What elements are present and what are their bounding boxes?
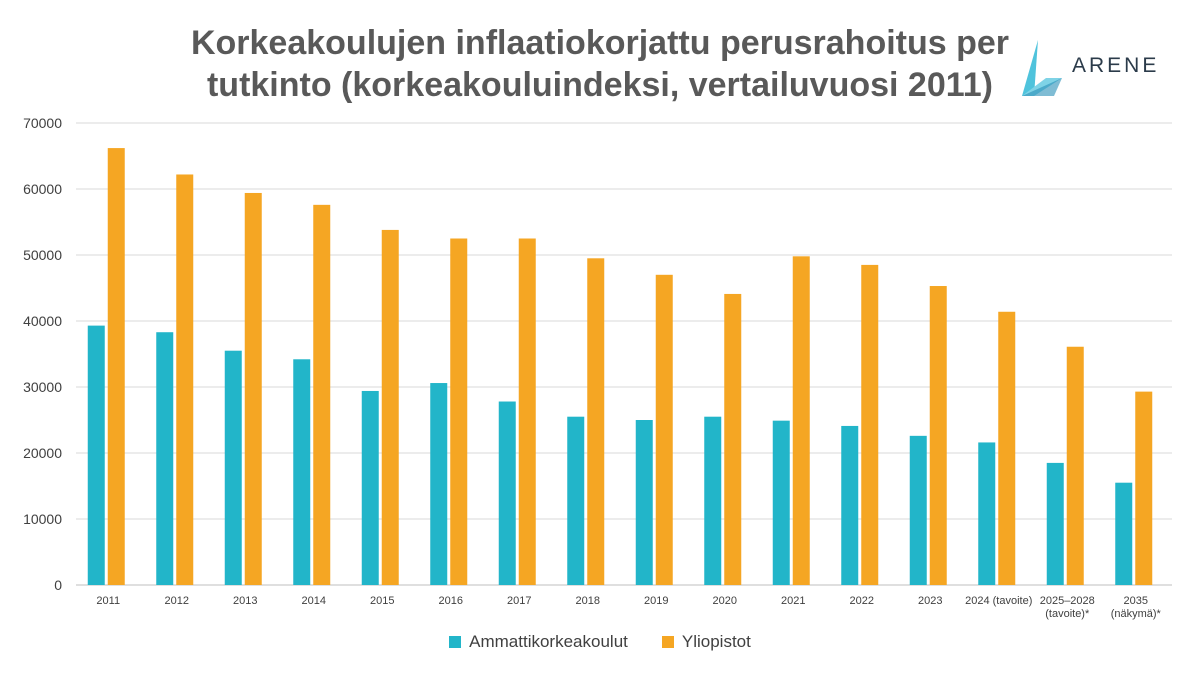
bar-yliopisto (244, 192, 262, 585)
bar-yliopisto (313, 204, 331, 585)
bar-amk (1115, 482, 1133, 585)
bar-amk (567, 416, 585, 585)
bar-yliopisto (998, 311, 1016, 585)
arene-logo-icon (1022, 40, 1062, 96)
bar-amk (293, 359, 311, 585)
bar-yliopisto (1135, 391, 1153, 585)
bar-yliopisto (655, 274, 673, 585)
x-tick-label: 2025–2028 (tavoite)* (1040, 595, 1095, 620)
bar-yliopisto (176, 174, 194, 586)
x-tick-label: 2035 (näkymä)* (1111, 595, 1162, 620)
y-tick-label: 60000 (23, 181, 62, 197)
legend-swatch-amk (449, 636, 462, 648)
bar-yliopisto (929, 286, 947, 585)
bar-amk (1046, 462, 1064, 585)
bar-yliopisto (450, 238, 468, 585)
bar-amk (909, 435, 927, 585)
bar-yliopisto (587, 258, 605, 585)
bar-amk (772, 420, 790, 585)
bar-amk (635, 420, 653, 585)
x-tick-label: 2016 (439, 595, 463, 607)
bar-amk (498, 401, 516, 585)
bar-amk (224, 350, 242, 585)
bar-yliopisto (861, 264, 879, 585)
x-tick-label: 2013 (233, 595, 257, 607)
legend: Ammattikorkeakoulut Yliopistot (0, 632, 1200, 652)
x-tick-label: 2021 (781, 595, 805, 607)
y-tick-label: 0 (54, 577, 62, 593)
x-tick-label: 2022 (850, 595, 874, 607)
logo-text: ARENE (1072, 54, 1160, 77)
y-tick-label: 20000 (23, 445, 62, 461)
y-tick-label: 10000 (23, 511, 62, 527)
bar-yliopisto (107, 148, 125, 585)
legend-swatch-yliopisto (661, 636, 674, 648)
y-tick-label: 70000 (23, 115, 62, 131)
x-tick-label: 2011 (96, 595, 120, 607)
bar-amk (978, 442, 996, 585)
bar-amk (361, 390, 379, 585)
arene-logo: ARENE (1018, 38, 1158, 102)
bar-amk (430, 383, 448, 585)
x-tick-label: 2018 (576, 595, 600, 607)
bar-yliopisto (381, 229, 399, 586)
legend-label-yliopisto: Yliopistot (681, 632, 751, 651)
x-tick-label: 2015 (370, 595, 394, 607)
bar-amk (87, 325, 105, 585)
legend-item-amk: Ammattikorkeakoulut (449, 632, 628, 652)
x-tick-label: 2019 (644, 595, 668, 607)
x-tick-label: 2017 (507, 595, 531, 607)
bar-yliopisto (518, 238, 536, 585)
legend-item-yliopisto: Yliopistot (661, 632, 751, 652)
bar-yliopisto (792, 256, 810, 585)
y-tick-label: 40000 (23, 313, 62, 329)
y-tick-label: 50000 (23, 247, 62, 263)
x-tick-label: 2023 (918, 595, 942, 607)
chart-title: Korkeakoulujen inflaatiokorjattu perusra… (190, 24, 1010, 104)
bar-amk (704, 416, 722, 585)
y-tick-label: 30000 (23, 379, 62, 395)
bar-yliopisto (724, 293, 742, 585)
bar-amk (156, 332, 174, 585)
x-tick-label: 2024 (tavoite) (965, 595, 1032, 607)
legend-label-amk: Ammattikorkeakoulut (469, 632, 628, 651)
x-tick-label: 2020 (713, 595, 737, 607)
x-tick-label: 2012 (165, 595, 189, 607)
bar-yliopisto (1066, 346, 1084, 585)
bar-amk (841, 425, 859, 585)
x-tick-label: 2014 (302, 595, 326, 607)
